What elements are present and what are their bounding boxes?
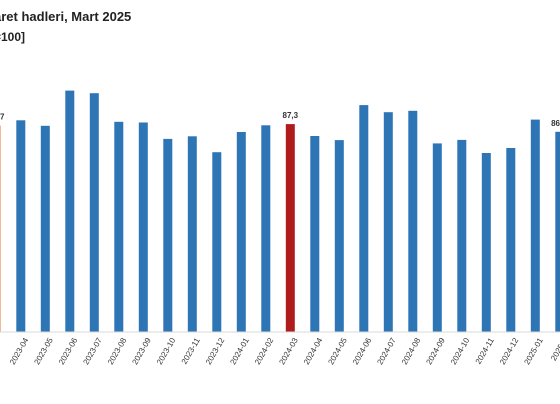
x-tick-label: 2024-02 bbox=[253, 336, 276, 366]
x-tick-label: 2023-08 bbox=[106, 336, 129, 366]
x-tick-label: 2024-05 bbox=[326, 336, 349, 366]
x-tick-label: 2023-07 bbox=[81, 336, 104, 366]
bar-2023-09 bbox=[138, 122, 148, 332]
x-tick-label: 2024-07 bbox=[375, 336, 398, 366]
data-label-2025-02: 86 bbox=[551, 119, 560, 128]
bar-2023-06 bbox=[65, 90, 75, 332]
data-labels-group: 7 87,3 86 bbox=[0, 111, 560, 128]
bar-2023-11 bbox=[187, 136, 197, 332]
x-tick-label: 2024-12 bbox=[498, 336, 521, 366]
bar-2024-03 bbox=[285, 124, 295, 332]
bar-2024-12 bbox=[506, 148, 516, 332]
bar-2024-05 bbox=[334, 140, 344, 332]
x-tick-label: 2023-09 bbox=[130, 336, 153, 366]
x-tick-label: 2023-04 bbox=[8, 336, 31, 366]
bar-2023-08 bbox=[114, 121, 124, 332]
chart-subtitle: =100] bbox=[0, 30, 26, 44]
bar-2024-01 bbox=[236, 132, 246, 332]
x-tick-label: 2024-10 bbox=[449, 336, 472, 366]
bar-2023-10 bbox=[163, 138, 173, 332]
x-tick-label: 2024-08 bbox=[400, 336, 423, 366]
bar-2025-02 bbox=[555, 131, 560, 332]
bar-2024-06 bbox=[359, 105, 369, 332]
bar-2024-04 bbox=[310, 136, 320, 332]
x-tick-label: 2024-01 bbox=[228, 336, 251, 366]
x-tick-label: 2024-04 bbox=[302, 336, 325, 366]
bar-2024-09 bbox=[432, 143, 442, 332]
bar-2023-05 bbox=[40, 125, 50, 332]
x-tick-label: 2023-10 bbox=[155, 336, 178, 366]
bar-2024-08 bbox=[408, 110, 418, 332]
data-label-2024-03: 87,3 bbox=[283, 111, 299, 120]
bar-2024-11 bbox=[481, 153, 491, 332]
data-label-2023-03: 7 bbox=[0, 113, 5, 122]
bar-2023-07 bbox=[89, 93, 99, 332]
x-tick-label: 2023-12 bbox=[204, 336, 227, 366]
x-tick-label: 2025-01 bbox=[522, 336, 545, 366]
bar-2023-04 bbox=[16, 120, 26, 332]
x-tick-label: 2025-0 bbox=[549, 336, 560, 363]
x-tick-label: 2023-05 bbox=[32, 336, 55, 366]
bar-2023-12 bbox=[212, 152, 222, 332]
x-tick-label: 2024-06 bbox=[351, 336, 374, 366]
bar-2024-02 bbox=[261, 125, 271, 332]
x-tick-label: 2023-11 bbox=[180, 336, 202, 366]
bar-2025-01 bbox=[530, 119, 540, 332]
bars-group bbox=[0, 90, 560, 332]
x-tick-label: 2024-09 bbox=[424, 336, 447, 366]
bar-2023-03 bbox=[0, 125, 1, 332]
bar-2024-10 bbox=[457, 139, 467, 332]
x-tick-label: 2024-03 bbox=[277, 336, 300, 366]
x-tick-label: 2024-11 bbox=[474, 336, 496, 366]
x-tick-label: 2023-06 bbox=[57, 336, 80, 366]
bar-2024-07 bbox=[383, 112, 393, 332]
x-axis-ticks-group: 2023-04 2023-05 2023-06 2023-07 2023-08 2023-… bbox=[8, 336, 560, 366]
chart-title: aret hadleri, Mart 2025 bbox=[0, 9, 132, 24]
